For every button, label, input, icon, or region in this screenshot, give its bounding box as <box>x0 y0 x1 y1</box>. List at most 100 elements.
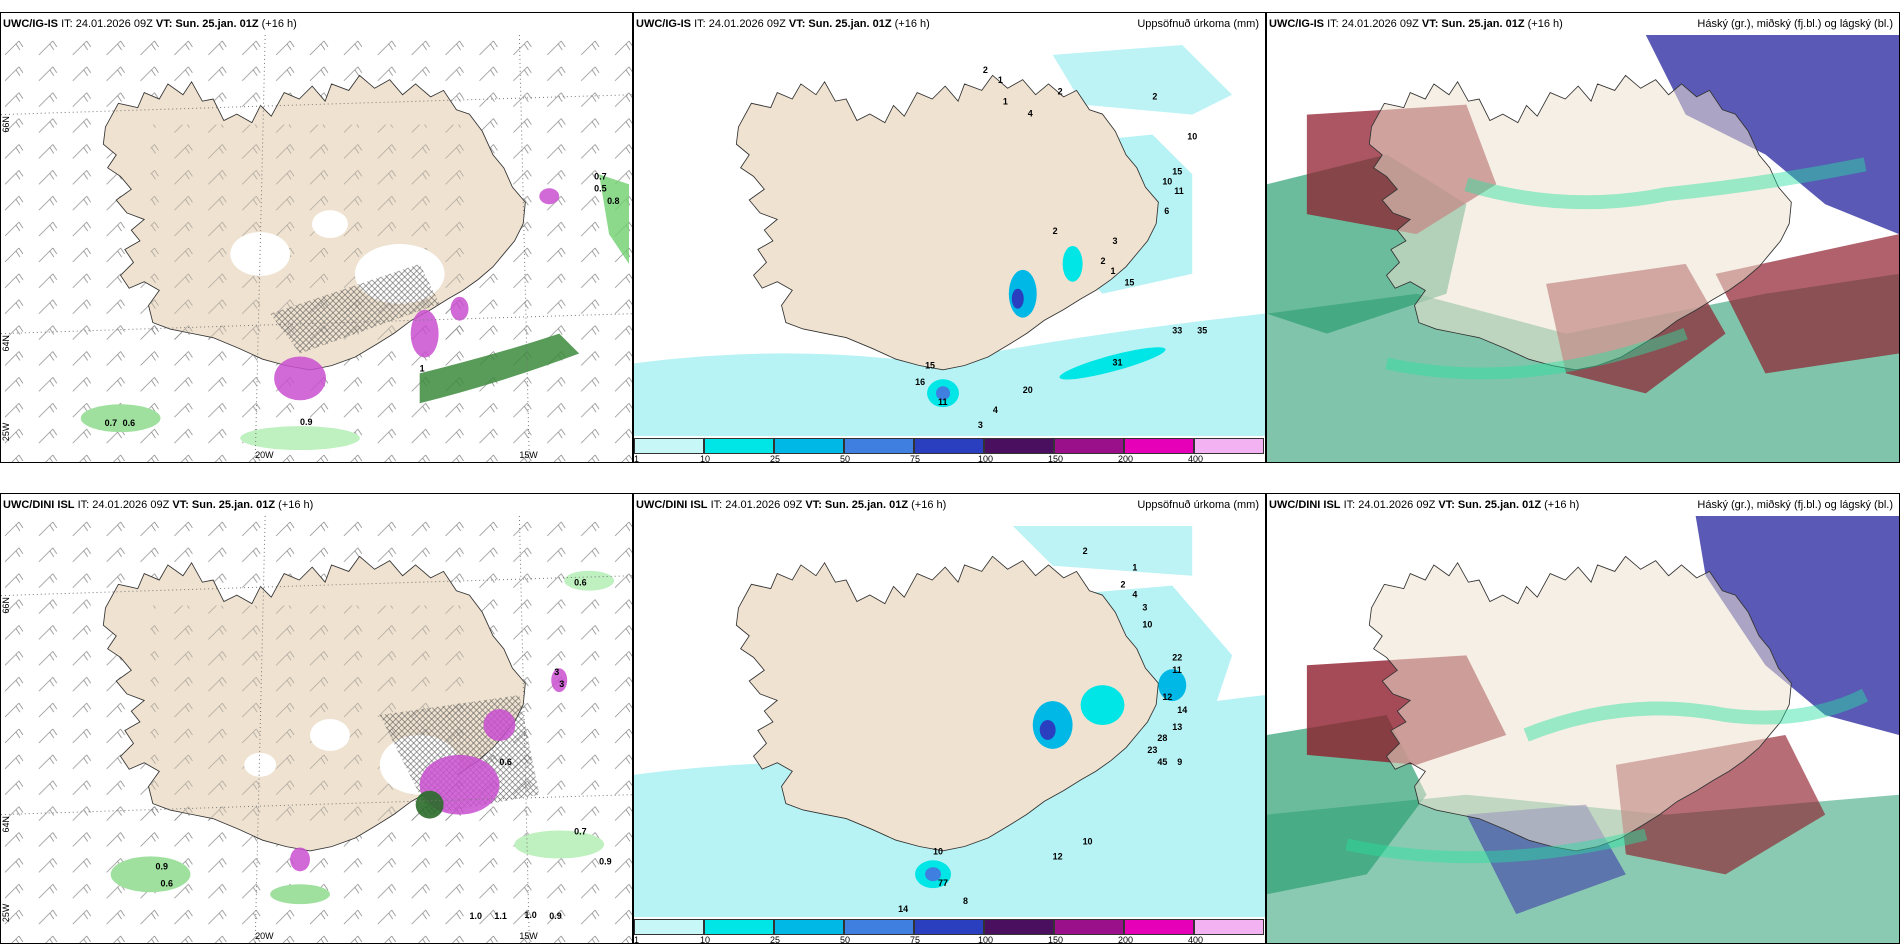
value-label: 1.1 <box>494 911 506 921</box>
colorbar-tick: 25 <box>770 454 781 463</box>
value-label: 33 <box>1172 326 1182 336</box>
value-label: 10 <box>1162 176 1172 186</box>
value-label: 77 <box>938 878 948 888</box>
colorbar-swatch <box>704 919 774 935</box>
value-label: 2 <box>1101 256 1106 266</box>
panel-header: UWC/IG-IS IT: 24.01.2026 09Z VT: Sun. 25… <box>1267 13 1899 35</box>
value-label: 3 <box>978 420 983 430</box>
lat-label-64: 64N <box>1 335 11 351</box>
value-label: 2 <box>1152 92 1157 102</box>
value-label: 10 <box>1083 836 1093 846</box>
colorbar-tick: 10 <box>700 454 711 463</box>
map-area[interactable]: 2 1 2 4 3 10 22 11 12 14 13 28 23 45 9 1… <box>634 516 1265 917</box>
init-time: IT: 24.01.2026 09Z <box>77 499 170 511</box>
value-label: 12 <box>1053 851 1063 861</box>
value-label: 2 <box>1058 87 1063 97</box>
map-area[interactable] <box>1267 516 1899 943</box>
model-name: UWC/IG-IS <box>1269 18 1324 30</box>
colorbar-tick: 1 <box>634 454 640 463</box>
map-title: Uppsöfnuð úrkoma (mm) <box>1137 18 1259 30</box>
lead-time: (+16 h) <box>1544 499 1580 511</box>
value-label: 15 <box>925 360 935 370</box>
value-label: 3 <box>559 679 564 689</box>
value-label: 0.9 <box>300 417 312 427</box>
value-label: 35 <box>1197 326 1207 336</box>
lon-label-25: 25W <box>1 422 11 441</box>
panel-header: UWC/IG-IS IT: 24.01.2026 09Z VT: Sun. 25… <box>1 13 632 35</box>
value-label: 0.7 <box>105 418 117 428</box>
init-time: IT: 24.01.2026 09Z <box>1327 18 1419 30</box>
value-label: 0.9 <box>599 856 611 866</box>
colorbar-swatch <box>1194 919 1264 935</box>
init-time: IT: 24.01.2026 09Z <box>1343 499 1436 511</box>
colorbar-swatch <box>634 438 704 454</box>
value-label: 3 <box>1112 236 1117 246</box>
value-label: 23 <box>1147 745 1157 755</box>
value-label: 10 <box>933 846 943 856</box>
value-label: 31 <box>1112 357 1122 367</box>
map-area[interactable] <box>1267 35 1899 462</box>
value-label: 10 <box>1187 131 1197 141</box>
map-panel-dini-wind: UWC/DINI ISL IT: 24.01.2026 09Z VT: Sun.… <box>0 493 633 944</box>
init-time: IT: 24.01.2026 09Z <box>61 18 153 30</box>
value-label: 2 <box>983 65 988 75</box>
lead-time: (+16 h) <box>261 18 297 30</box>
colorbar-swatch <box>984 919 1054 935</box>
map-area[interactable]: 66N 64N 25W 20W 15W 0.6 3 3 0.6 0.9 0.6 … <box>1 516 632 943</box>
value-label: 2 <box>1120 580 1125 590</box>
map-panel-ig-precip: UWC/IG-IS IT: 24.01.2026 09Z VT: Sun. 25… <box>633 12 1266 463</box>
value-label: 3 <box>1142 603 1147 613</box>
lon-label-15: 15W <box>519 450 538 460</box>
value-label: 13 <box>1172 722 1182 732</box>
valid-time: VT: Sun. 25.jan. 01Z <box>1438 499 1542 511</box>
model-name: UWC/DINI ISL <box>3 499 75 511</box>
map-panel-ig-wind: UWC/IG-IS IT: 24.01.2026 09Z VT: Sun. 25… <box>0 12 633 463</box>
value-label: 0.7 <box>594 171 606 181</box>
precip-colorbar: 1 10 25 50 75 100 150 200 400 <box>634 436 1265 462</box>
colorbar-tick: 50 <box>840 454 851 463</box>
colorbar-tick: 50 <box>840 935 851 944</box>
value-label: 16 <box>915 377 925 387</box>
colorbar-tick: 100 <box>978 454 994 463</box>
value-label: 28 <box>1157 733 1167 743</box>
colorbar-swatch <box>1194 438 1264 454</box>
value-label: 0.6 <box>499 757 511 767</box>
value-label: 11 <box>938 397 947 407</box>
value-label: 15 <box>1172 166 1182 176</box>
colorbar-tick: 10 <box>700 935 711 944</box>
value-label: 11 <box>1174 186 1183 196</box>
lon-label-25: 25W <box>1 903 11 922</box>
value-label: 9 <box>1177 757 1182 767</box>
value-label: 0.7 <box>574 827 586 837</box>
colorbar-swatch <box>844 919 914 935</box>
init-time: IT: 24.01.2026 09Z <box>710 499 803 511</box>
colorbar-swatch <box>914 438 984 454</box>
colorbar-tick: 150 <box>1048 935 1064 944</box>
lon-label-15: 15W <box>519 931 538 941</box>
colorbar-swatch <box>704 438 774 454</box>
lon-label-20: 20W <box>255 931 274 941</box>
lead-time: (+16 h) <box>1527 18 1563 30</box>
lead-time: (+16 h) <box>278 499 314 511</box>
value-label: 1 <box>1132 563 1137 573</box>
colorbar-swatch <box>1124 919 1194 935</box>
value-label: 2 <box>1053 226 1058 236</box>
colorbar-tick: 200 <box>1118 454 1134 463</box>
value-label: 45 <box>1157 757 1167 767</box>
colorbar-swatch <box>1054 438 1124 454</box>
colorbar-tick: 400 <box>1188 935 1204 944</box>
panel-header: UWC/DINI ISL IT: 24.01.2026 09Z VT: Sun.… <box>1 494 632 516</box>
valid-time: VT: Sun. 25.jan. 01Z <box>788 18 892 30</box>
model-name: UWC/DINI ISL <box>1269 499 1341 511</box>
map-title: Háský (gr.), miðský (fj.bl.) og lágský (… <box>1697 499 1893 511</box>
value-label: 0.9 <box>549 911 561 921</box>
value-label: 0.6 <box>574 578 586 588</box>
value-label: 10 <box>1142 619 1152 629</box>
value-label: 15 <box>1124 278 1134 288</box>
map-area[interactable]: 2 1 1 2 2 4 10 15 10 11 6 2 3 2 1 15 33 … <box>634 35 1265 436</box>
map-area[interactable]: 66N 64N 25W 20W 15W 0.7 0.5 0.8 0.9 0.7 … <box>1 35 632 462</box>
value-label: 8 <box>963 896 968 906</box>
value-label: 14 <box>898 904 908 914</box>
colorbar-tick: 1 <box>634 935 640 944</box>
value-label: 20 <box>1023 385 1033 395</box>
